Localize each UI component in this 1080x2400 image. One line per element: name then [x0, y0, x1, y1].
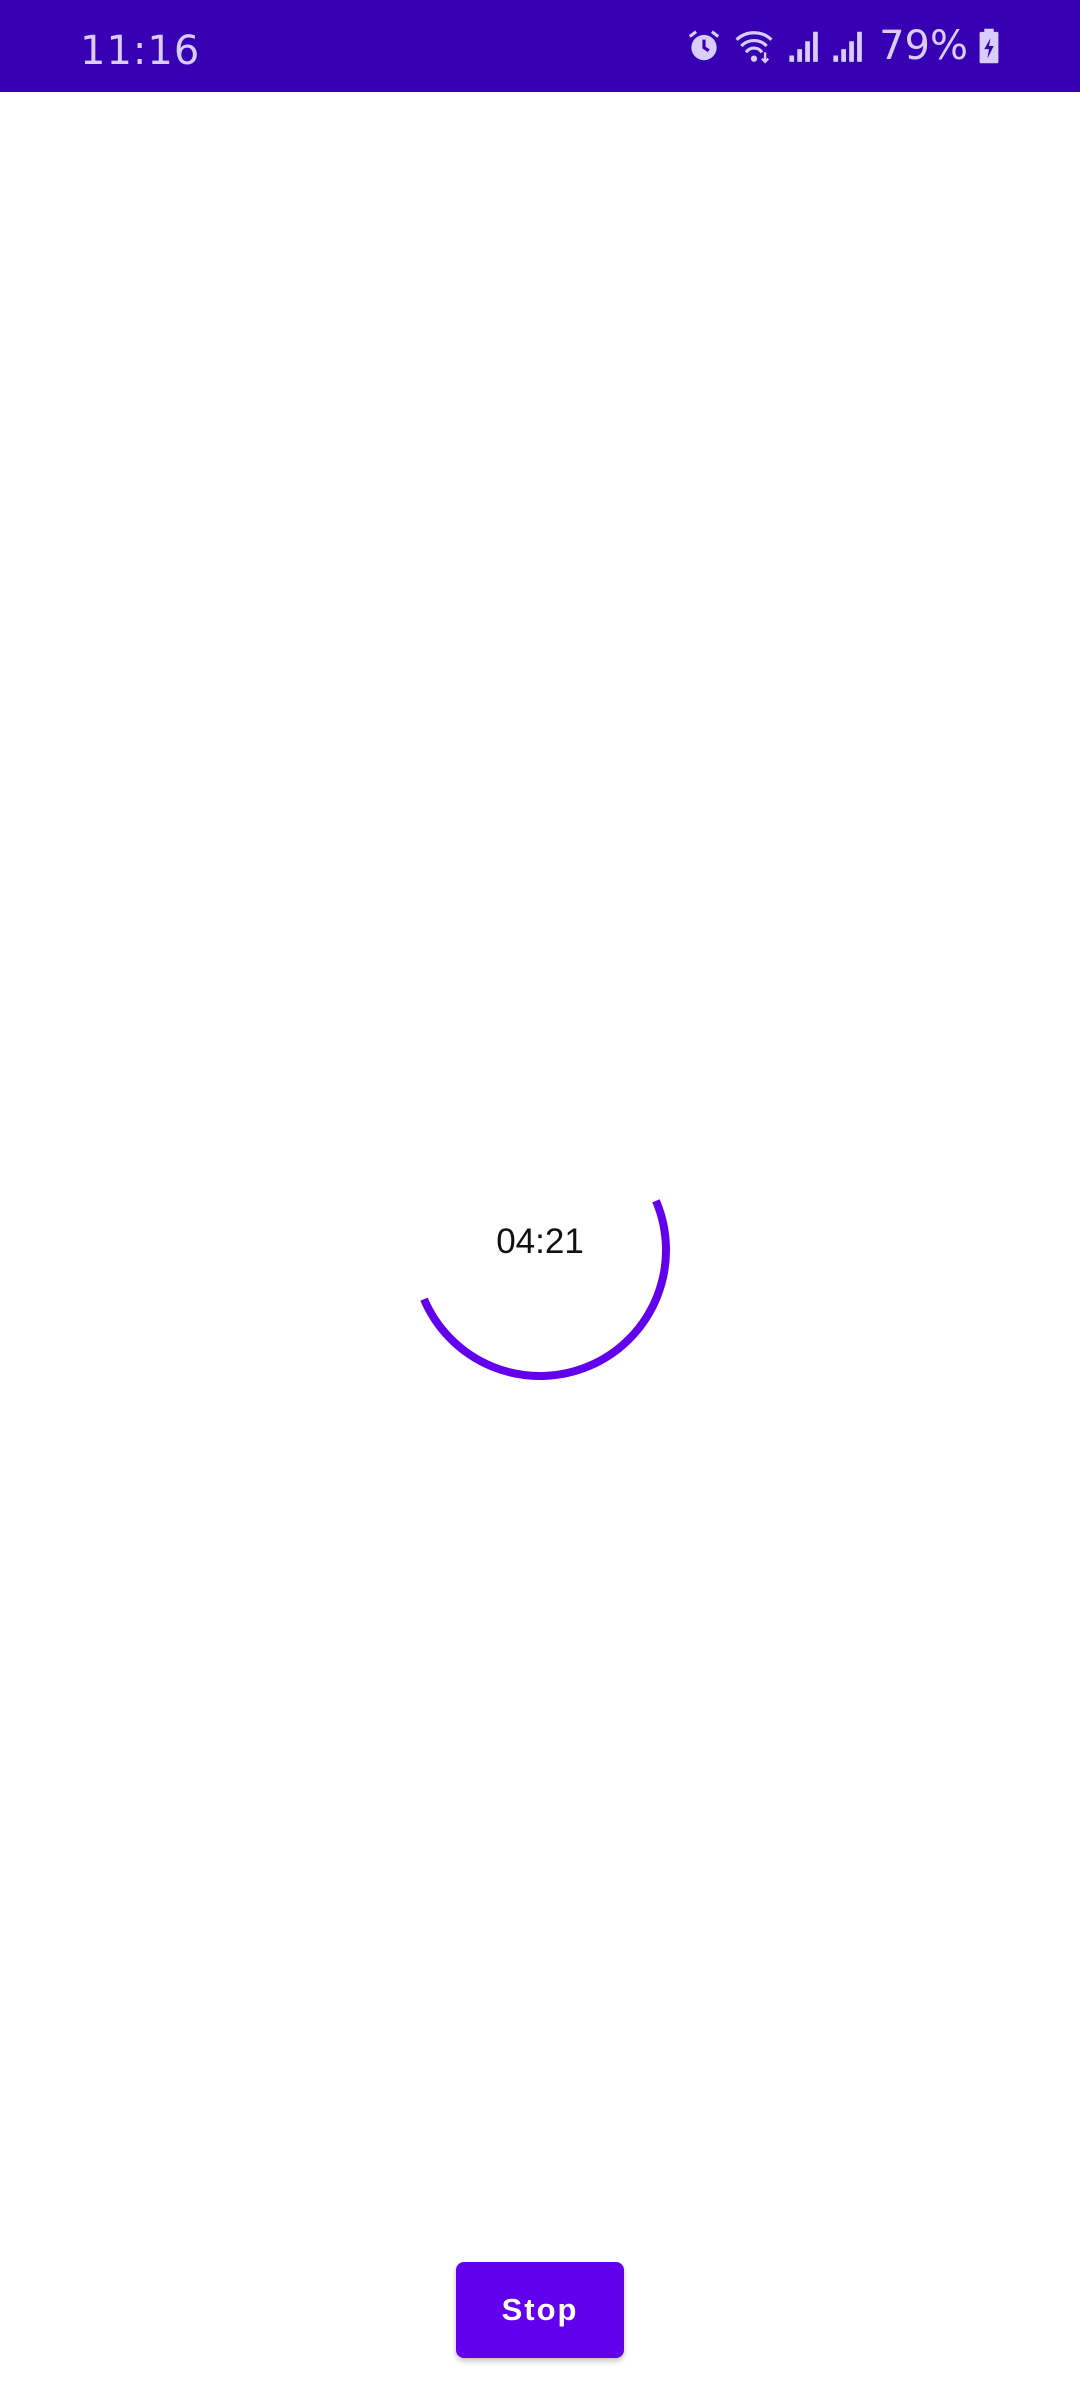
signal-icon [785, 27, 819, 65]
status-bar: 11:16 [0, 0, 1080, 92]
battery-percent: 79% [879, 23, 968, 69]
signal-icon [829, 27, 863, 65]
status-icons: 79% [685, 22, 1000, 70]
progress-ring [420, 1199, 670, 1380]
wifi-icon [733, 27, 775, 65]
battery-charging-icon [978, 27, 1000, 65]
alarm-icon [685, 27, 723, 65]
countdown-timer: 04:21 [410, 1120, 670, 1380]
status-time: 11:16 [80, 28, 201, 74]
progress-arc [420, 1199, 670, 1380]
stop-button[interactable]: Stop [456, 2262, 624, 2358]
timer-display: 04:21 [496, 1222, 584, 1261]
